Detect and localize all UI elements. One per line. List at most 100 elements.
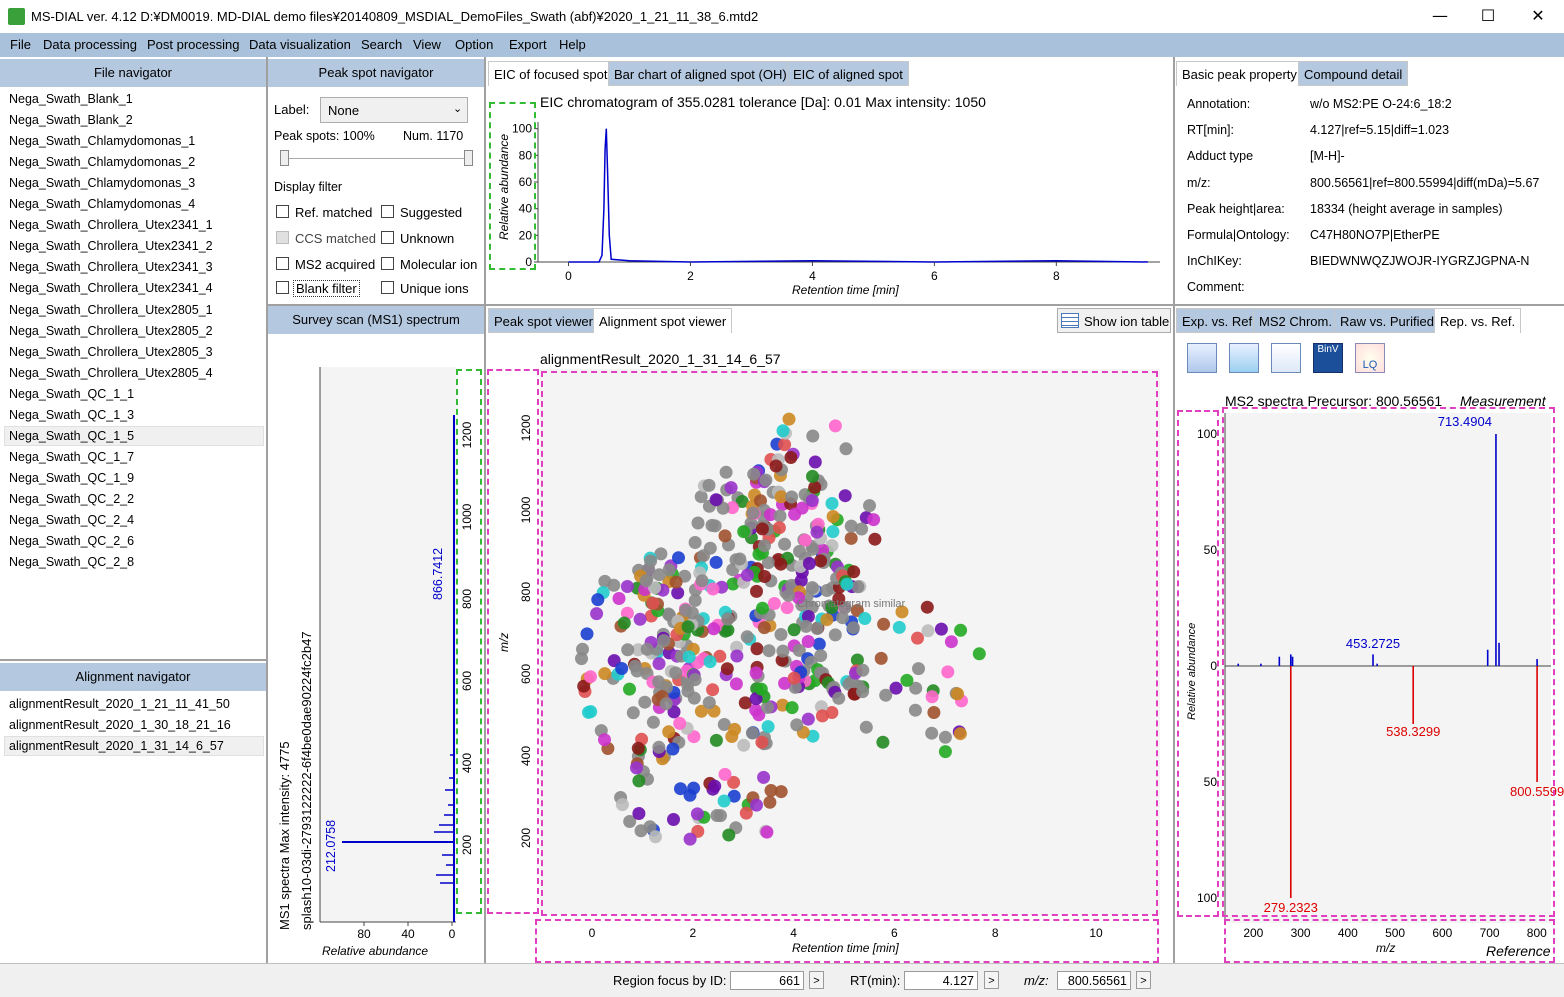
tab-compound-detail[interactable]: Compound detail	[1298, 61, 1409, 86]
range-slider-max-handle[interactable]	[464, 150, 473, 166]
molecular-ion-checkbox[interactable]	[381, 257, 394, 270]
unique-ions-checkbox[interactable]	[381, 281, 394, 294]
binvestigate-icon[interactable]: BinV	[1313, 343, 1343, 373]
tab-eic-aligned[interactable]: EIC of aligned spot	[787, 61, 909, 86]
file-list-item[interactable]: Nega_Swath_Chrollera_Utex2805_1	[9, 302, 213, 317]
file-list-item[interactable]: Nega_Swath_Blank_2	[9, 113, 133, 128]
molecule-structure-icon[interactable]	[1271, 343, 1301, 373]
scatter-point	[874, 651, 888, 665]
tab-exp-vs-ref[interactable]: Exp. vs. Ref.	[1176, 308, 1262, 333]
menu-search[interactable]: Search	[361, 37, 403, 52]
lipid-query-icon[interactable]: LQ	[1355, 343, 1385, 373]
splitter-left[interactable]	[266, 57, 268, 963]
minimize-button[interactable]: —	[1432, 6, 1448, 25]
file-list-item[interactable]: Nega_Swath_QC_2_8	[9, 555, 135, 570]
file-list-item[interactable]: Nega_Swath_Chrollera_Utex2805_4	[9, 365, 213, 380]
file-list-item[interactable]: Nega_Swath_QC_1_1	[9, 386, 135, 401]
suggested-checkbox[interactable]	[381, 205, 394, 218]
scatter-point	[954, 623, 968, 637]
survey-y-tick-label: 800	[460, 589, 474, 609]
file-list-item[interactable]: Nega_Swath_Chrollera_Utex2341_4	[9, 281, 213, 296]
rt-go-button[interactable]: >	[984, 971, 999, 989]
file-list-item[interactable]: Nega_Swath_Chlamydomonas_1	[9, 134, 196, 149]
close-button[interactable]: ✕	[1531, 6, 1545, 25]
splitter-horizontal[interactable]	[486, 304, 1564, 306]
maximize-button[interactable]: ☐	[1480, 6, 1496, 25]
file-list-item[interactable]: Nega_Swath_Chrollera_Utex2805_3	[9, 344, 213, 359]
file-list-item[interactable]: Nega_Swath_QC_1_7	[9, 449, 135, 464]
file-list-item[interactable]: Nega_Swath_Chrollera_Utex2341_2	[9, 239, 213, 254]
menu-export[interactable]: Export	[509, 37, 547, 52]
tab-peak-spot-viewer[interactable]: Peak spot viewer	[488, 308, 599, 333]
menu-data-processing[interactable]: Data processing	[43, 37, 137, 52]
tab-eic-focused[interactable]: EIC of focused spot	[488, 61, 614, 86]
scatter-point	[746, 506, 760, 520]
ms2-x-tick-label: 400	[1338, 926, 1358, 940]
ms2-reference-label: Reference	[1486, 943, 1551, 959]
menu-option[interactable]: Option	[455, 37, 494, 52]
file-list-item[interactable]: Nega_Swath_QC_1_9	[9, 470, 135, 485]
tab-basic-peak-property[interactable]: Basic peak property	[1176, 61, 1303, 86]
tab-ms2-chrom[interactable]: MS2 Chrom.	[1253, 308, 1338, 333]
alignment-item[interactable]: alignmentResult_2020_1_21_11_41_50	[9, 697, 230, 711]
splitter-nav[interactable]	[0, 659, 266, 661]
file-list-item[interactable]: Nega_Swath_QC_2_2	[9, 491, 135, 506]
rt-input[interactable]: 4.127	[904, 971, 978, 990]
range-slider-track[interactable]	[283, 158, 470, 159]
scatter-point	[688, 673, 702, 687]
unknown-checkbox[interactable]	[381, 231, 394, 244]
splitter-right[interactable]	[1173, 57, 1175, 963]
menu-view[interactable]: View	[413, 37, 441, 52]
splitter-mid[interactable]	[484, 57, 486, 963]
magnify-spectrum-icon[interactable]	[1187, 343, 1217, 373]
scatter-point	[706, 683, 720, 697]
file-list-item[interactable]: Nega_Swath_QC_1_5	[9, 428, 135, 443]
file-list-item[interactable]: Nega_Swath_Blank_1	[9, 92, 133, 106]
alignment-item[interactable]: alignmentResult_2020_1_30_18_21_16	[9, 718, 231, 732]
splitter-horizontal-left[interactable]	[268, 304, 484, 306]
scatter-x-tick-label: 6	[891, 926, 898, 940]
eic-y-tick-label: 40	[519, 202, 533, 216]
menu-file[interactable]: File	[10, 37, 31, 52]
show-ion-table-button[interactable]: Show ion table	[1057, 308, 1171, 333]
tab-alignment-spot-viewer[interactable]: Alignment spot viewer	[593, 308, 733, 333]
ccs-matched-checkbox[interactable]	[276, 231, 289, 244]
ref-matched-checkbox[interactable]	[276, 205, 289, 218]
app-icon	[8, 8, 25, 25]
menu-data-visualization[interactable]: Data visualization	[249, 37, 351, 52]
alignment-item[interactable]: alignmentResult_2020_1_31_14_6_57	[9, 739, 224, 753]
file-list-item[interactable]: Nega_Swath_Chrollera_Utex2341_3	[9, 260, 213, 275]
mz-go-button[interactable]: >	[1136, 971, 1151, 989]
ms2-acquired-checkbox[interactable]	[276, 257, 289, 270]
scatter-point	[859, 720, 873, 734]
tab-rep-vs-ref[interactable]: Rep. vs. Ref.	[1434, 308, 1522, 333]
file-list-item[interactable]: Nega_Swath_Chrollera_Utex2341_1	[9, 218, 213, 233]
range-slider-min-handle[interactable]	[280, 150, 289, 166]
scatter-point	[750, 798, 763, 812]
file-list-item[interactable]: Nega_Swath_Chlamydomonas_3	[9, 176, 196, 191]
mz-input[interactable]: 800.56561	[1057, 971, 1131, 990]
scatter-point	[801, 610, 815, 623]
survey-x-tick-label: 40	[401, 927, 415, 941]
file-list-item[interactable]: Nega_Swath_Chlamydomonas_4	[9, 197, 196, 212]
menu-bar: File Data processing Post processing Dat…	[0, 33, 1564, 57]
file-list-item[interactable]: Nega_Swath_Chrollera_Utex2805_2	[9, 323, 213, 338]
file-list-item[interactable]: Nega_Swath_QC_1_3	[9, 407, 135, 422]
status-bar: Region focus by ID: 661 > RT(min): 4.127…	[0, 963, 1564, 997]
tab-bar-chart-aligned[interactable]: Bar chart of aligned spot (OH)	[608, 61, 793, 86]
file-list-item[interactable]: Nega_Swath_QC_2_6	[9, 534, 135, 549]
bar-chart-icon[interactable]	[1229, 343, 1259, 373]
region-focus-go-button[interactable]: >	[809, 971, 824, 989]
scatter-plot-highlight	[541, 371, 1158, 916]
scatter-point	[709, 555, 723, 569]
label-dropdown[interactable]: None ⌄	[320, 97, 468, 123]
region-focus-input[interactable]: 661	[730, 971, 804, 990]
blank-filter-checkbox[interactable]	[276, 281, 289, 294]
menu-post-processing[interactable]: Post processing	[147, 37, 240, 52]
tab-raw-vs-purified[interactable]: Raw vs. Purified	[1334, 308, 1440, 333]
eic-title: EIC chromatogram of 355.0281 tolerance […	[540, 94, 986, 110]
file-list-item[interactable]: Nega_Swath_QC_2_4	[9, 513, 135, 527]
file-list-item[interactable]: Nega_Swath_Chlamydomonas_2	[9, 155, 196, 170]
menu-help[interactable]: Help	[559, 37, 586, 52]
